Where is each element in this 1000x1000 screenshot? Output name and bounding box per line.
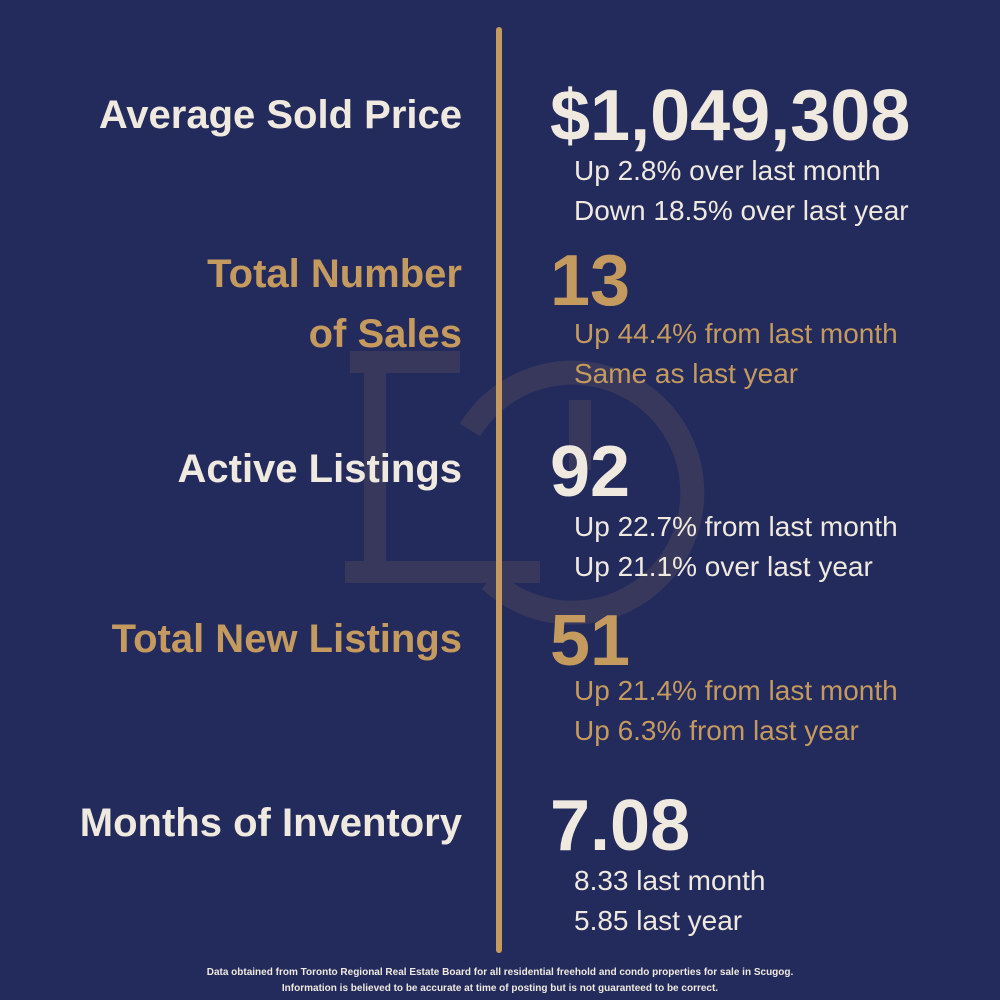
metric-value: $1,049,308 bbox=[550, 76, 910, 156]
watermark-logo bbox=[345, 351, 705, 625]
metric-label: of Sales bbox=[309, 312, 462, 356]
metric-detail: 8.33 last month bbox=[574, 865, 765, 896]
metric-label: Active Listings bbox=[177, 447, 462, 491]
metric-detail: Down 18.5% over last year bbox=[574, 195, 909, 226]
metric-label: Total New Listings bbox=[112, 617, 462, 661]
metric-value: 13 bbox=[550, 241, 630, 321]
metric-detail: Up 44.4% from last month bbox=[574, 318, 898, 349]
metric-detail: 5.85 last year bbox=[574, 905, 742, 936]
metric-label: Average Sold Price bbox=[99, 93, 462, 137]
metric-value: 92 bbox=[550, 432, 630, 512]
metric-detail: Up 21.1% over last year bbox=[574, 551, 873, 582]
metric-detail: Up 22.7% from last month bbox=[574, 511, 898, 542]
metric-detail: Up 21.4% from last month bbox=[574, 675, 898, 706]
metric-label: Months of Inventory bbox=[80, 801, 463, 845]
footer-line: Data obtained from Toronto Regional Real… bbox=[207, 967, 794, 978]
metric-detail: Up 2.8% over last month bbox=[574, 155, 881, 186]
metric-detail: Same as last year bbox=[574, 358, 798, 389]
footer-line: Information is believed to be accurate a… bbox=[282, 983, 718, 994]
metric-value: 7.08 bbox=[550, 786, 690, 866]
metric-value: 51 bbox=[550, 601, 630, 681]
metric-detail: Up 6.3% from last year bbox=[574, 715, 859, 746]
metric-label: Total Number bbox=[207, 252, 462, 296]
